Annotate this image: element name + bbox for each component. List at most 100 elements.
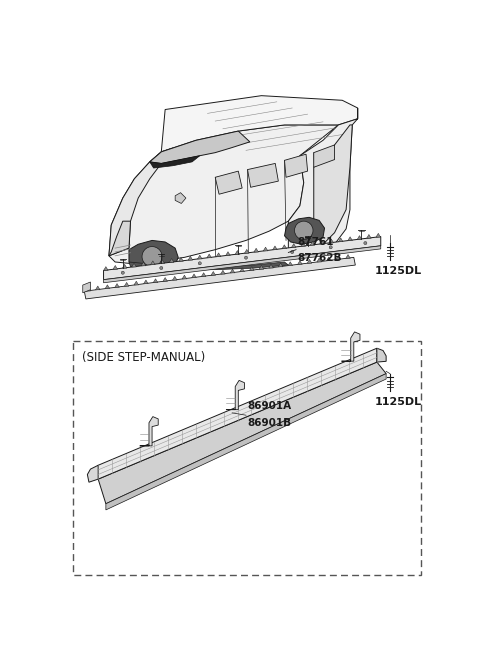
Circle shape (295, 221, 313, 239)
Polygon shape (273, 246, 277, 250)
Polygon shape (291, 243, 296, 247)
Polygon shape (226, 380, 244, 409)
Polygon shape (341, 332, 360, 361)
Polygon shape (84, 257, 355, 299)
Polygon shape (87, 465, 98, 482)
Text: (SIDE STEP-MANUAL): (SIDE STEP-MANUAL) (82, 352, 205, 364)
Polygon shape (134, 281, 139, 285)
Polygon shape (285, 154, 308, 177)
Polygon shape (129, 262, 288, 270)
Polygon shape (124, 282, 129, 286)
Text: 87762B: 87762B (298, 253, 342, 263)
Polygon shape (307, 259, 312, 263)
Polygon shape (326, 257, 331, 261)
Polygon shape (122, 264, 127, 268)
Polygon shape (140, 417, 158, 446)
Polygon shape (248, 163, 278, 188)
Polygon shape (197, 255, 202, 259)
Polygon shape (86, 287, 90, 291)
Polygon shape (109, 148, 173, 256)
Polygon shape (230, 269, 235, 273)
Polygon shape (104, 246, 381, 283)
Text: 87761: 87761 (298, 237, 334, 247)
Polygon shape (160, 260, 165, 264)
Text: 86901B: 86901B (248, 419, 292, 428)
Polygon shape (263, 247, 268, 251)
Polygon shape (216, 253, 221, 256)
Polygon shape (115, 283, 120, 287)
Polygon shape (129, 240, 178, 271)
Polygon shape (109, 125, 338, 264)
Polygon shape (269, 264, 273, 268)
Polygon shape (201, 273, 206, 277)
Polygon shape (288, 108, 358, 257)
Polygon shape (192, 274, 196, 277)
Polygon shape (215, 171, 242, 194)
Polygon shape (151, 261, 155, 265)
Polygon shape (278, 263, 283, 267)
Polygon shape (282, 245, 287, 249)
Polygon shape (376, 234, 381, 237)
Polygon shape (259, 266, 264, 269)
Polygon shape (188, 256, 192, 260)
Polygon shape (150, 131, 250, 163)
Polygon shape (377, 348, 386, 362)
Polygon shape (207, 254, 212, 258)
Polygon shape (288, 262, 293, 266)
Polygon shape (211, 272, 216, 276)
Polygon shape (254, 248, 258, 252)
Polygon shape (113, 266, 118, 270)
Polygon shape (161, 96, 358, 152)
Polygon shape (317, 258, 322, 262)
Polygon shape (132, 263, 136, 267)
Circle shape (142, 247, 162, 266)
Polygon shape (163, 277, 168, 281)
Polygon shape (314, 125, 352, 244)
Text: 86901A: 86901A (248, 401, 292, 411)
Polygon shape (109, 221, 131, 256)
Polygon shape (329, 239, 334, 243)
Polygon shape (179, 257, 183, 261)
Circle shape (291, 251, 294, 254)
Circle shape (244, 256, 248, 259)
Polygon shape (338, 238, 343, 242)
Polygon shape (336, 256, 341, 260)
Polygon shape (104, 237, 381, 279)
Polygon shape (98, 362, 386, 504)
Polygon shape (310, 241, 315, 245)
Polygon shape (144, 280, 148, 284)
Polygon shape (235, 251, 240, 255)
Polygon shape (298, 260, 302, 264)
Text: 1125DL: 1125DL (374, 397, 422, 407)
Circle shape (364, 241, 367, 245)
Polygon shape (104, 266, 108, 270)
Polygon shape (348, 237, 352, 241)
Circle shape (121, 271, 124, 274)
Polygon shape (153, 279, 158, 283)
Circle shape (160, 266, 163, 270)
Polygon shape (105, 285, 110, 289)
Polygon shape (175, 193, 186, 203)
Polygon shape (96, 286, 100, 290)
Polygon shape (221, 270, 225, 274)
Polygon shape (226, 252, 230, 256)
Polygon shape (285, 217, 324, 244)
Polygon shape (172, 276, 177, 280)
Polygon shape (150, 155, 200, 168)
Polygon shape (240, 268, 244, 272)
Polygon shape (98, 348, 377, 479)
Circle shape (329, 246, 332, 249)
Polygon shape (250, 266, 254, 270)
Polygon shape (244, 249, 249, 253)
Polygon shape (346, 255, 350, 258)
Polygon shape (83, 282, 90, 293)
Polygon shape (106, 374, 386, 510)
Polygon shape (301, 243, 305, 247)
Bar (73, 340, 421, 575)
Polygon shape (367, 234, 371, 238)
Circle shape (198, 262, 201, 265)
Polygon shape (141, 262, 146, 266)
Polygon shape (320, 240, 324, 244)
Polygon shape (314, 145, 335, 167)
Text: 1125DL: 1125DL (374, 266, 422, 276)
